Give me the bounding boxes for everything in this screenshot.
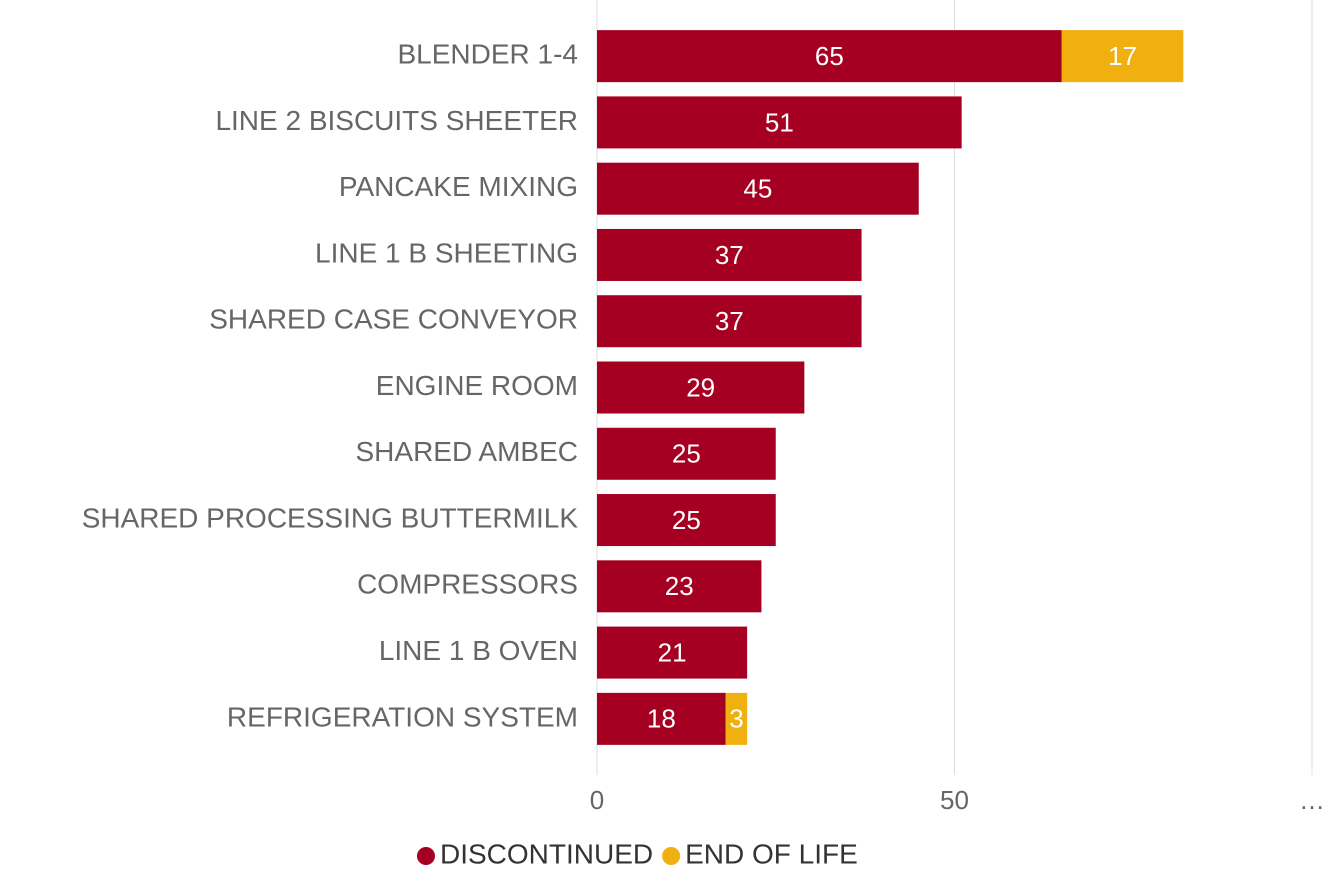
bar [597, 228, 862, 281]
bar [597, 361, 805, 414]
bar [1061, 30, 1184, 83]
bar-value-label: 51 [765, 107, 794, 137]
y-tick-label: SHARED CASE CONVEYOR [209, 304, 578, 335]
legend-marker [417, 847, 435, 865]
bar [725, 692, 748, 745]
bar-value-label: 29 [686, 372, 715, 402]
legend-marker [662, 847, 681, 865]
bar-value-label: 18 [647, 704, 676, 734]
bar [597, 494, 776, 547]
bar [597, 162, 919, 215]
bar-value-label: 37 [715, 306, 744, 336]
bar [597, 295, 862, 348]
x-tick-label: … [1299, 785, 1325, 815]
y-tick-label: ENGINE ROOM [376, 370, 578, 401]
bar [597, 96, 962, 149]
bar [597, 692, 726, 745]
x-tick-label: 0 [590, 785, 604, 815]
bar [597, 427, 776, 480]
y-tick-label: SHARED PROCESSING BUTTERMILK [82, 502, 579, 533]
bar-value-label: 65 [815, 41, 844, 71]
y-tick-label: REFRIGERATION SYSTEM [227, 701, 578, 732]
y-tick-label: PANCAKE MIXING [339, 171, 578, 202]
y-tick-label: LINE 1 B SHEETING [315, 237, 578, 268]
bar-value-label: 17 [1108, 41, 1137, 71]
y-tick-label: LINE 1 B OVEN [379, 635, 578, 666]
bar-value-label: 45 [743, 174, 772, 204]
y-tick-label: LINE 2 BISCUITS SHEETER [215, 105, 578, 136]
y-tick-label: BLENDER 1-4 [397, 39, 578, 70]
bar-value-label: 3 [729, 704, 743, 734]
x-tick-label: 50 [940, 785, 969, 815]
bar-value-label: 25 [672, 505, 701, 535]
bar-value-label: 21 [658, 637, 687, 667]
bar [597, 626, 748, 679]
bar-value-label: 25 [672, 439, 701, 469]
bar [597, 30, 1062, 83]
bar-value-label: 37 [715, 240, 744, 270]
y-tick-label: SHARED AMBEC [356, 436, 579, 467]
legend-label: DISCONTINUED [440, 838, 653, 869]
legend-label: END OF LIFE [685, 838, 858, 869]
bar-value-label: 23 [665, 571, 694, 601]
bar [597, 560, 762, 613]
y-tick-label: COMPRESSORS [357, 569, 578, 600]
